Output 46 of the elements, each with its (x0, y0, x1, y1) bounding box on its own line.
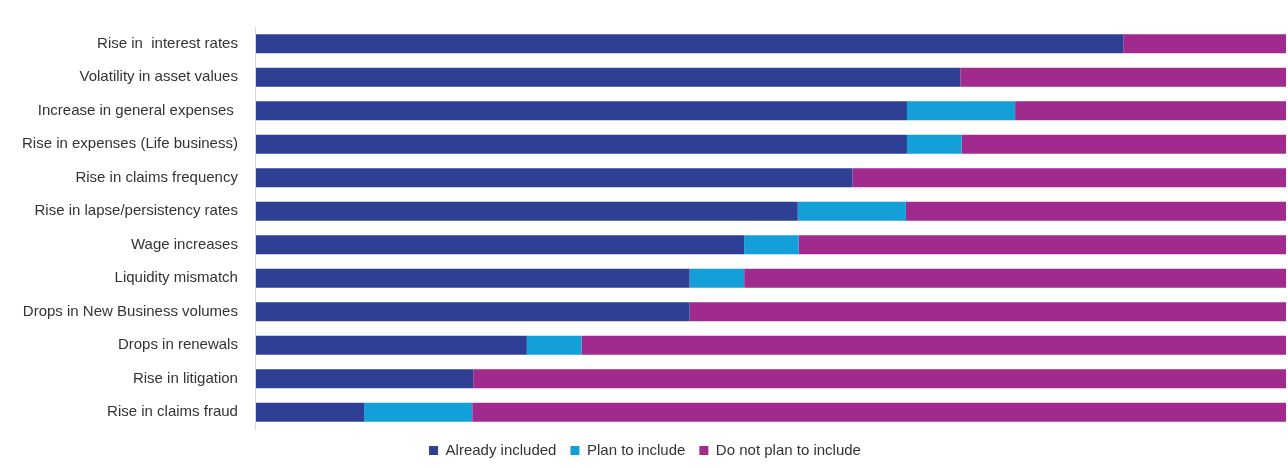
bar (255, 101, 907, 121)
y-tick-label: Wage increases (130, 234, 238, 252)
bar (255, 335, 527, 355)
y-tick-label: Drops in renewals (117, 335, 238, 353)
y-tick-label: Liquidity mismatch (114, 268, 238, 286)
bar (473, 369, 1286, 389)
bar (255, 402, 365, 422)
bar (1015, 101, 1286, 121)
bar (852, 168, 1286, 188)
bar (255, 302, 690, 322)
bar (255, 34, 1124, 54)
bar (255, 134, 907, 154)
y-tick-label: Drops in New Business volumes (22, 301, 238, 319)
bar (364, 402, 473, 422)
y-tick-label: Rise in litigation (132, 368, 238, 386)
bar (798, 235, 1286, 255)
legend-label: Do not plan to include (715, 440, 861, 458)
y-tick-label: Rise in claims fraud (107, 402, 238, 420)
bar (960, 67, 1286, 87)
bar (797, 201, 906, 221)
bar (581, 335, 1286, 355)
bar (255, 268, 690, 288)
bar (255, 168, 853, 188)
y-tick-label: Rise in claims frequency (75, 167, 239, 185)
legend-label: Already included (445, 440, 557, 458)
bar (906, 101, 1016, 121)
bar (906, 134, 962, 154)
y-tick-label: Rise in lapse/persistency rates (34, 201, 238, 219)
bar (255, 201, 798, 221)
bar (905, 201, 1286, 221)
y-tick-label: Increase in general expenses (37, 100, 238, 118)
bar (526, 335, 582, 355)
legend-label: Plan to include (586, 440, 686, 458)
bar (1123, 34, 1286, 54)
y-tick-label: Rise in expenses (Life business) (21, 134, 238, 152)
bar (255, 235, 745, 255)
y-tick-label: Volatility in asset values (79, 67, 238, 85)
bar (472, 402, 1286, 422)
bar (689, 268, 745, 288)
bar (255, 369, 474, 389)
bar (744, 268, 1286, 288)
bar (961, 134, 1286, 154)
bar (744, 235, 799, 255)
bar (689, 302, 1286, 322)
bar (255, 67, 961, 87)
y-tick-label: Rise in interest rates (97, 33, 238, 51)
